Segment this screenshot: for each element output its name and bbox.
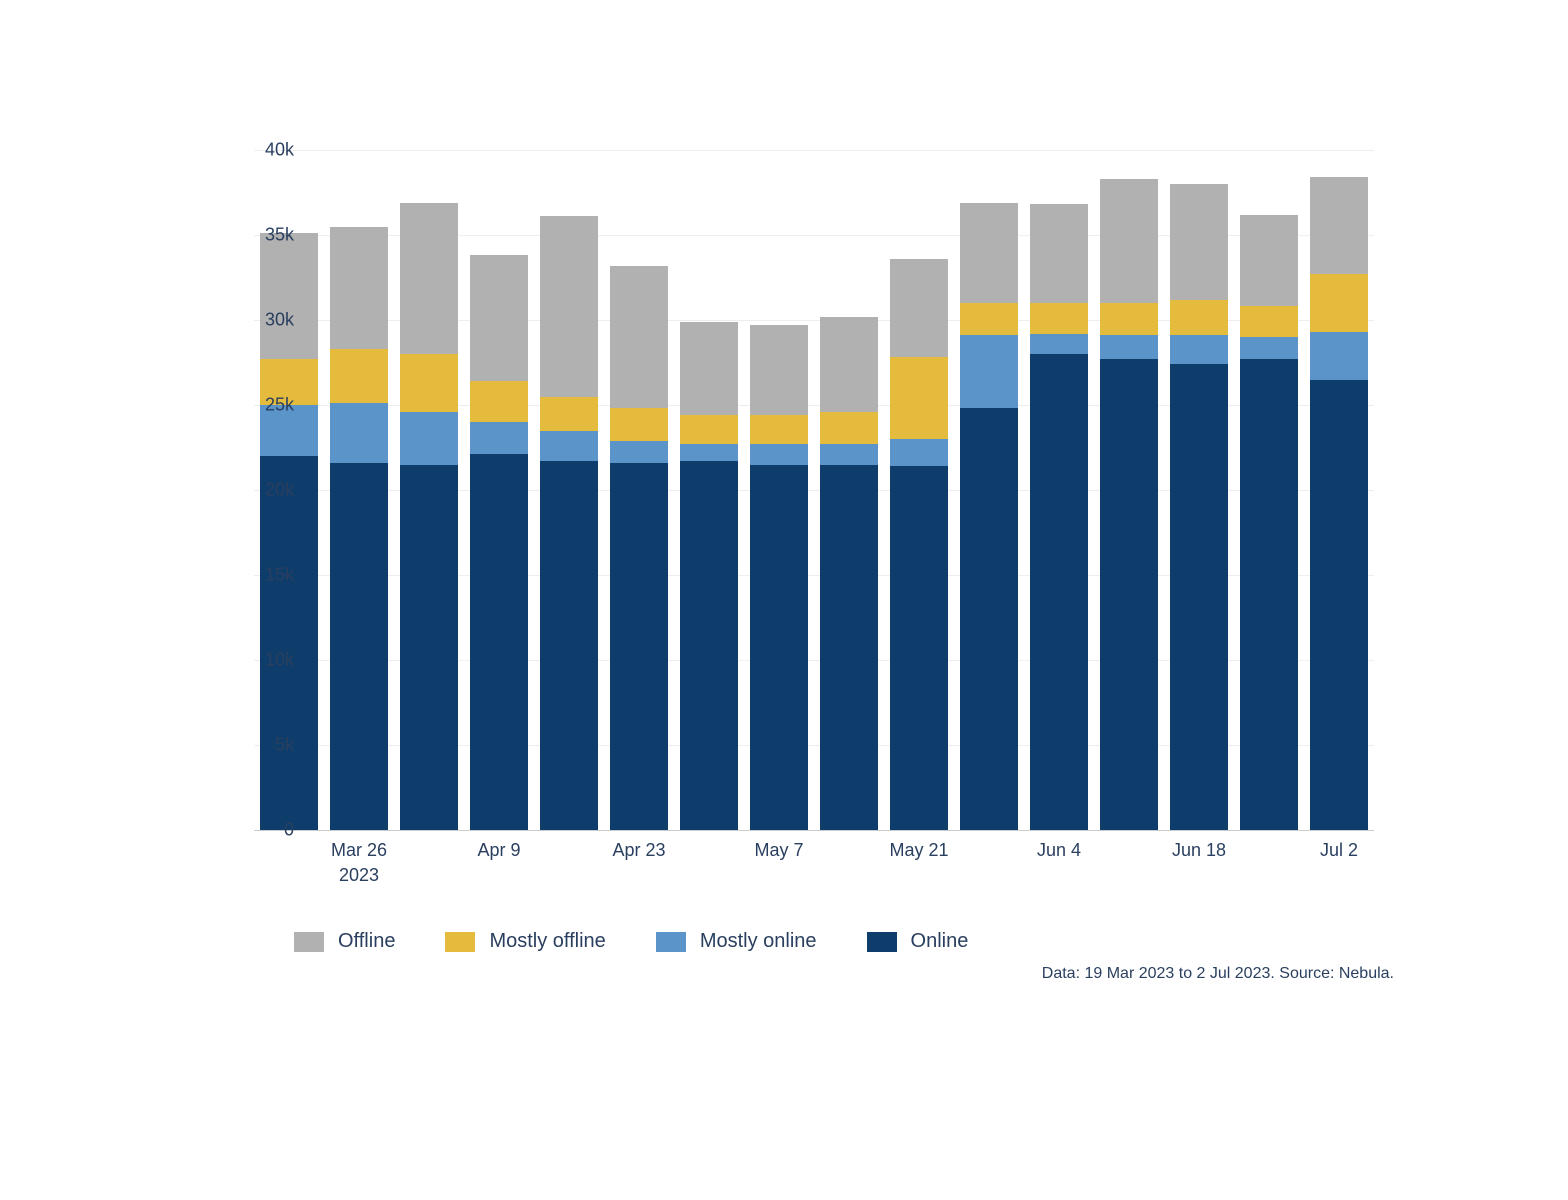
legend-item-mostly_offline: Mostly offline	[445, 930, 605, 953]
bar-segment-offline	[1170, 184, 1228, 300]
bar-segment-mostly_offline	[1310, 274, 1368, 332]
bar-segment-online	[470, 454, 528, 830]
x-tick-label: Mar 262023	[331, 840, 387, 886]
bar-segment-mostly_offline	[680, 415, 738, 444]
legend-label: Mostly offline	[489, 930, 605, 953]
legend-label: Online	[911, 930, 969, 953]
y-tick-label: 40k	[234, 140, 294, 161]
bar-segment-online	[750, 465, 808, 831]
bar-segment-mostly_offline	[400, 354, 458, 412]
bar-segment-offline	[1030, 204, 1088, 303]
x-tick-label: Jun 18	[1172, 840, 1226, 861]
bar-segment-mostly_offline	[1170, 300, 1228, 336]
bar-segment-offline	[610, 266, 668, 409]
legend-item-online: Online	[867, 930, 969, 953]
y-tick-label: 15k	[234, 565, 294, 586]
x-tick-label: Jun 4	[1037, 840, 1081, 861]
y-tick-label: 30k	[234, 310, 294, 331]
bar-segment-mostly_online	[1310, 332, 1368, 380]
legend-item-mostly_online: Mostly online	[656, 930, 817, 953]
bar-segment-mostly_offline	[1240, 306, 1298, 337]
bar-segment-mostly_offline	[330, 349, 388, 403]
bar-segment-offline	[400, 203, 458, 354]
bar-segment-mostly_online	[1030, 334, 1088, 354]
legend-label: Mostly online	[700, 930, 817, 953]
bar-segment-online	[680, 461, 738, 830]
bar-segment-mostly_online	[960, 335, 1018, 408]
bar-segment-online	[1310, 380, 1368, 831]
legend-swatch	[294, 932, 324, 952]
bar-segment-online	[400, 465, 458, 831]
y-tick-label: 10k	[234, 650, 294, 671]
bar-segment-mostly_offline	[1100, 303, 1158, 335]
x-tick-label: Apr 23	[612, 840, 665, 861]
bar-segment-online	[610, 463, 668, 830]
bar-segment-mostly_online	[820, 444, 878, 464]
bar-segment-mostly_online	[400, 412, 458, 465]
bar-segment-mostly_online	[890, 439, 948, 466]
plot-area	[254, 150, 1374, 830]
y-tick-label: 20k	[234, 480, 294, 501]
stacked-bar-chart: 0 5k 10k 15k 20k 25k 30k 35k 40k Mar 262023 Apr 9…	[144, 20, 1424, 1000]
bar-segment-online	[1030, 354, 1088, 830]
x-tick-label: May 21	[889, 840, 948, 861]
bar-segment-offline	[330, 227, 388, 349]
bar-segment-offline	[960, 203, 1018, 303]
bar-segment-offline	[470, 255, 528, 381]
legend-swatch	[445, 932, 475, 952]
legend-item-offline: Offline	[294, 930, 395, 953]
bar-segment-mostly_offline	[890, 357, 948, 439]
y-tick-label: 35k	[234, 225, 294, 246]
bar-segment-offline	[540, 216, 598, 396]
bar-segment-mostly_offline	[960, 303, 1018, 335]
bar-segment-mostly_online	[540, 431, 598, 462]
bar-segment-mostly_offline	[1030, 303, 1088, 334]
bar-segment-mostly_offline	[540, 397, 598, 431]
bar-segment-offline	[1100, 179, 1158, 303]
x-tick-sublabel: 2023	[331, 865, 387, 886]
bar-segment-mostly_online	[610, 441, 668, 463]
bar-segment-online	[1100, 359, 1158, 830]
bar-segment-offline	[1240, 215, 1298, 307]
gridline	[254, 830, 1374, 831]
x-tick-label: Jul 2	[1320, 840, 1358, 861]
bar-segment-mostly_online	[330, 403, 388, 463]
bar-segment-online	[820, 465, 878, 831]
bar-segment-offline	[890, 259, 948, 358]
bar-segment-online	[890, 466, 948, 830]
bar-segment-offline	[750, 325, 808, 415]
gridline	[254, 150, 1374, 151]
bar-segment-mostly_online	[1240, 337, 1298, 359]
bar-segment-mostly_offline	[750, 415, 808, 444]
bar-segment-offline	[1310, 177, 1368, 274]
bar-segment-online	[330, 463, 388, 830]
bar-segment-online	[960, 408, 1018, 830]
x-tick-label: Apr 9	[477, 840, 520, 861]
y-tick-label: 25k	[234, 395, 294, 416]
bar-segment-offline	[680, 322, 738, 416]
legend-label: Offline	[338, 930, 395, 953]
bar-segment-online	[1170, 364, 1228, 830]
bar-segment-online	[540, 461, 598, 830]
bar-segment-mostly_online	[750, 444, 808, 464]
bar-segment-mostly_online	[680, 444, 738, 461]
bar-segment-mostly_offline	[470, 381, 528, 422]
bar-segment-mostly_online	[470, 422, 528, 454]
chart-caption: Data: 19 Mar 2023 to 2 Jul 2023. Source:…	[1042, 965, 1394, 983]
y-tick-label: 0	[234, 820, 294, 841]
y-tick-label: 5k	[234, 735, 294, 756]
bar-segment-mostly_online	[1170, 335, 1228, 364]
x-tick-label: May 7	[754, 840, 803, 861]
bar-segment-mostly_offline	[610, 408, 668, 440]
legend: Offline Mostly offline Mostly online Online	[294, 930, 968, 953]
bar-segment-online	[260, 456, 318, 830]
legend-swatch	[656, 932, 686, 952]
bar-segment-mostly_offline	[820, 412, 878, 444]
bar-segment-mostly_online	[1100, 335, 1158, 359]
bar-segment-online	[1240, 359, 1298, 830]
bar-segment-offline	[260, 233, 318, 359]
legend-swatch	[867, 932, 897, 952]
bar-segment-offline	[820, 317, 878, 412]
